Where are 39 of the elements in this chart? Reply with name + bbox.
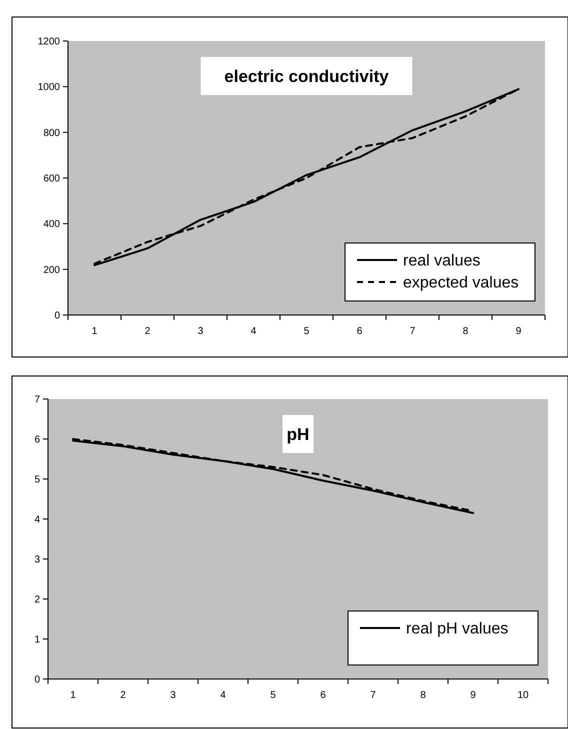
x-tick-label: 3 <box>198 326 204 337</box>
y-tick-label: 1000 <box>38 82 60 94</box>
x-tick-label: 7 <box>410 326 416 337</box>
x-tick-label: 1 <box>92 326 98 337</box>
y-tick-label: 0 <box>34 674 40 686</box>
x-tick-label: 7 <box>370 690 376 701</box>
x-tick-label: 5 <box>270 690 276 701</box>
y-tick-label: 200 <box>43 264 60 276</box>
y-tick-label: 1200 <box>38 36 60 48</box>
y-tick-label: 0 <box>54 310 60 322</box>
y-tick-label: 3 <box>34 554 40 566</box>
legend-label: real values <box>403 252 480 270</box>
legend-label: expected values <box>403 274 519 292</box>
x-tick-label: 4 <box>220 690 226 701</box>
x-tick-label: 6 <box>356 326 363 337</box>
x-tick-label: 10 <box>517 690 529 701</box>
x-tick-label: 2 <box>120 690 126 701</box>
y-tick-label: 6 <box>34 434 40 446</box>
y-tick-label: 400 <box>43 219 60 230</box>
x-tick-label: 1 <box>70 690 76 701</box>
x-tick-label: 2 <box>144 326 151 337</box>
x-tick-label: 8 <box>462 326 469 337</box>
y-tick-label: 4 <box>34 514 40 526</box>
y-tick-label: 7 <box>34 394 40 406</box>
x-tick-label: 8 <box>420 690 426 701</box>
x-tick-label: 4 <box>250 326 257 337</box>
x-tick-label: 5 <box>304 326 310 337</box>
x-tick-label: 9 <box>470 690 476 701</box>
x-tick-label: 6 <box>320 690 326 701</box>
y-tick-label: 1 <box>34 634 40 646</box>
y-tick-label: 2 <box>34 594 40 606</box>
legend-label: real pH values <box>406 620 508 638</box>
text: electric conductivity <box>224 66 390 86</box>
y-tick-label: 5 <box>34 474 40 486</box>
text: pH <box>286 424 310 444</box>
y-tick-label: 600 <box>43 174 60 184</box>
x-tick-label: 9 <box>516 326 522 337</box>
x-tick-label: 3 <box>170 690 176 701</box>
y-tick-label: 800 <box>43 128 60 139</box>
